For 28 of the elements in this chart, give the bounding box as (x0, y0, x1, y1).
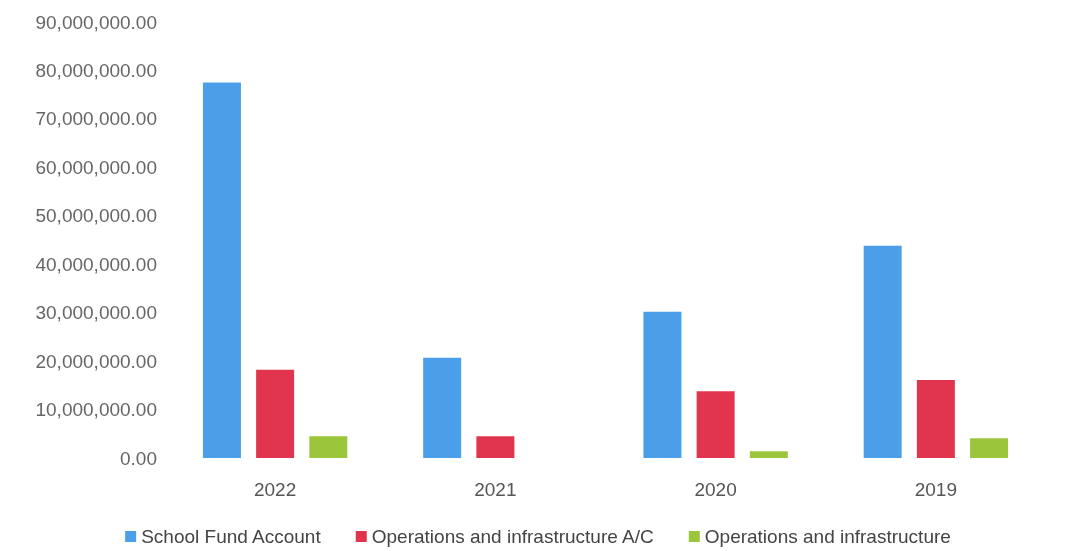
x-tick-label: 2021 (474, 479, 517, 500)
legend-label: Operations and infrastructure (704, 526, 951, 547)
legend-label: School Fund Account (141, 526, 322, 547)
bar (749, 451, 788, 458)
bar (423, 357, 462, 458)
x-tick-label: 2020 (694, 479, 737, 500)
bar (309, 436, 348, 458)
y-tick-label: 40,000,000.00 (35, 253, 157, 275)
bar (476, 436, 515, 458)
y-tick-label: 10,000,000.00 (35, 399, 157, 421)
x-tick-label: 2019 (914, 479, 958, 500)
y-tick-label: 0.00 (120, 447, 157, 469)
y-tick-label: 60,000,000.00 (35, 156, 157, 178)
bar (916, 380, 955, 458)
bar (643, 311, 682, 458)
y-tick-label: 20,000,000.00 (35, 350, 157, 372)
y-tick-label: 70,000,000.00 (35, 108, 157, 130)
y-tick-label: 50,000,000.00 (35, 205, 157, 227)
y-tick-label: 80,000,000.00 (35, 59, 157, 81)
bar (696, 391, 735, 458)
x-tick-label: 2022 (253, 479, 297, 500)
bar (202, 82, 241, 458)
bar (256, 369, 295, 458)
legend-label: Operations and infrastructure A/C (371, 526, 654, 547)
bar (863, 245, 902, 458)
y-tick-label: 30,000,000.00 (35, 302, 157, 324)
y-tick-label: 90,000,000.00 (35, 11, 157, 33)
bar (970, 438, 1009, 458)
